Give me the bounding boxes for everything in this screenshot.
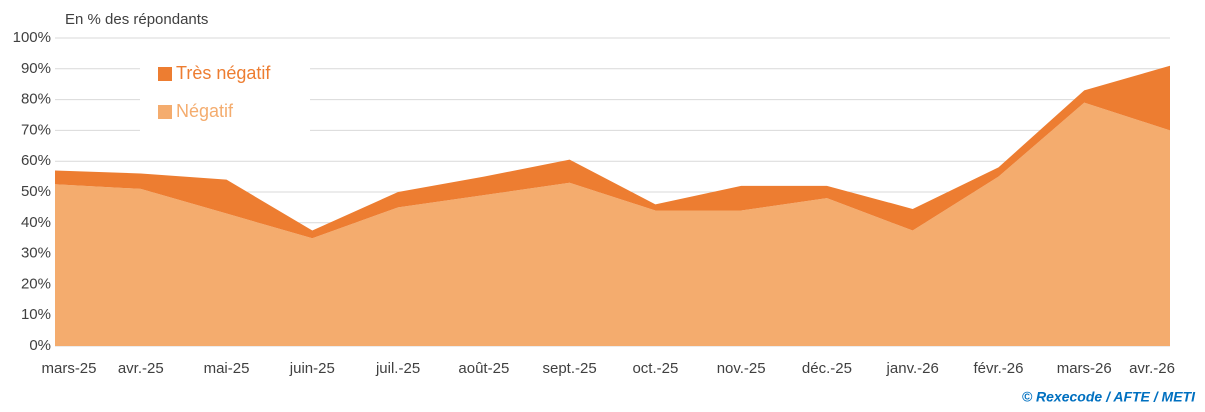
x-tick-label: mars-25	[41, 360, 96, 377]
x-tick-label: mai-25	[204, 360, 250, 377]
x-tick-label: juil.-25	[375, 360, 420, 377]
legend-box	[140, 52, 310, 134]
y-axis-label: En % des répondants	[65, 11, 208, 28]
y-tick-label: 50%	[21, 183, 51, 200]
x-tick-label: juin-25	[289, 360, 335, 377]
y-tick-label: 70%	[21, 121, 51, 138]
y-tick-label: 100%	[13, 29, 51, 46]
x-tick-label: oct.-25	[632, 360, 678, 377]
y-tick-label: 90%	[21, 60, 51, 77]
legend-swatch	[158, 105, 172, 119]
x-tick-label: août-25	[458, 360, 509, 377]
y-tick-label: 30%	[21, 245, 51, 262]
legend-swatch	[158, 67, 172, 81]
x-tick-label: avr.-26	[1129, 360, 1175, 377]
y-tick-label: 60%	[21, 152, 51, 169]
x-tick-label: déc.-25	[802, 360, 852, 377]
x-tick-label: janv.-26	[886, 360, 939, 377]
x-tick-label: sept.-25	[543, 360, 597, 377]
source: © Rexecode / AFTE / METI	[1022, 389, 1196, 405]
x-tick-label: févr.-26	[973, 360, 1023, 377]
y-tick-label: 40%	[21, 214, 51, 231]
y-tick-label: 10%	[21, 306, 51, 323]
x-tick-label: mars-26	[1057, 360, 1112, 377]
y-tick-label: 20%	[21, 275, 51, 292]
legend-label: Très négatif	[176, 63, 271, 83]
x-tick-label: nov.-25	[717, 360, 766, 377]
y-tick-label: 80%	[21, 91, 51, 108]
x-tick-label: avr.-25	[118, 360, 164, 377]
area	[55, 102, 1170, 347]
legend-label: Négatif	[176, 101, 234, 121]
y-tick-label: 0%	[29, 337, 51, 354]
